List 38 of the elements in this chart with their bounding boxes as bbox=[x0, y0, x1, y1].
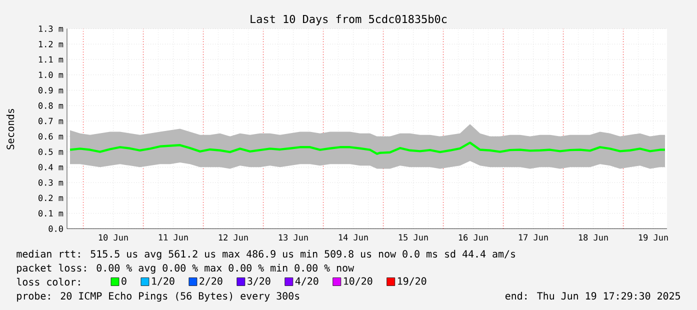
legend-label: 0 bbox=[122, 277, 126, 285]
y-tick-label: 0.4 m bbox=[38, 164, 64, 170]
y-tick-label: 1.0 m bbox=[39, 72, 64, 78]
y-tick-label: 0.6 m bbox=[38, 133, 64, 140]
y-tick-label: 0.5 m bbox=[38, 148, 64, 155]
y-tick-label: 0.2 m bbox=[38, 194, 64, 202]
x-tick-label: 17 Jun bbox=[518, 234, 548, 241]
x-tick-label: 16 Jun bbox=[458, 234, 488, 241]
x-tick-label: 11 Jun bbox=[158, 234, 188, 241]
x-tick-label: 13 Jun bbox=[278, 234, 308, 241]
y-tick-label: 0.0 bbox=[48, 226, 63, 232]
x-tick-label: 18 Jun bbox=[578, 234, 608, 241]
legend-label: 1/20 bbox=[152, 277, 174, 286]
legend-label: 2/20 bbox=[200, 277, 222, 286]
y-tick-label: 0.1 m bbox=[38, 210, 64, 217]
text: loss color: bbox=[16, 278, 80, 286]
y-axis-title: Seconds bbox=[6, 108, 14, 150]
y-tick-label: 0.3 m bbox=[38, 179, 64, 186]
legend-label: 19/20 bbox=[398, 277, 426, 286]
y-tick-label: 1.2 m bbox=[39, 40, 64, 48]
text: probe: 20 ICMP Echo Pings (56 Bytes) every 300s bbox=[17, 292, 300, 302]
text: median rtt: 515.5 us avg 561.2 us max 486.9 us min 509.8 us now 0.0 ms sd 44.4 am/s bbox=[16, 250, 516, 260]
y-tick-label: 0.7 m bbox=[38, 118, 64, 124]
text: end: Thu Jun 19 17:29:30 2025 bbox=[505, 292, 680, 300]
x-tick-label: 12 Jun bbox=[218, 234, 248, 241]
x-tick-label: 15 Jun bbox=[398, 234, 428, 241]
legend-label: 10/20 bbox=[344, 277, 372, 286]
x-tick-label: 14 Jun bbox=[338, 234, 368, 241]
legend-label: 4/20 bbox=[295, 277, 318, 286]
y-tick-label: 1.1 m bbox=[39, 56, 64, 63]
legend-label: 3/20 bbox=[248, 277, 270, 286]
x-tick-label: 19 Jun bbox=[638, 234, 668, 241]
text: packet loss: 0.00 % avg 0.00 % max 0.00 % min 0.00 % now bbox=[17, 264, 354, 274]
chart-title: Last 10 Days from 5cdc01835b0c bbox=[250, 14, 447, 26]
y-tick-label: 0.9 m bbox=[38, 87, 64, 94]
x-tick-label: 10 Jun bbox=[98, 234, 128, 241]
y-tick-label: 0.8 m bbox=[38, 102, 64, 109]
y-tick-label: 1.3 m bbox=[39, 26, 64, 32]
